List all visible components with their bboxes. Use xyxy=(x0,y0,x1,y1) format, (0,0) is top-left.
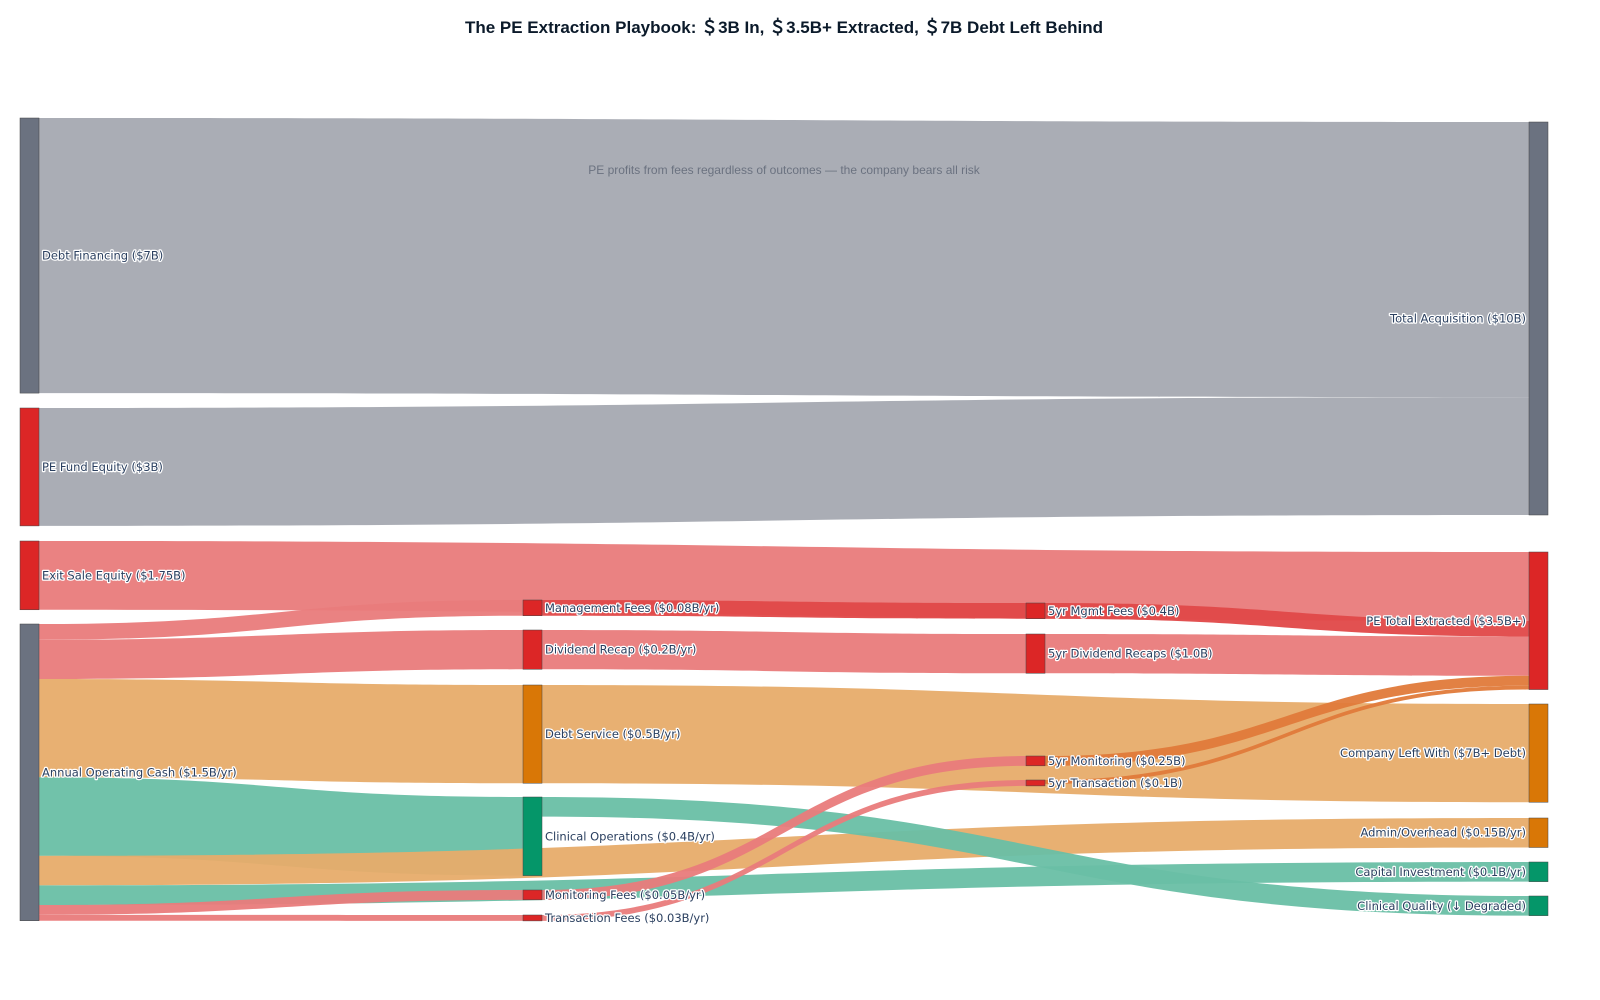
sankey-node[interactable] xyxy=(1528,861,1549,882)
node-label: PE Fund Equity ($3B) xyxy=(42,460,163,474)
sankey-link[interactable] xyxy=(39,679,523,784)
sankey-node[interactable] xyxy=(19,540,40,611)
node-label: Debt Service ($0.5B/yr) xyxy=(545,727,680,741)
sankey-link[interactable] xyxy=(39,890,523,915)
node-label: Annual Operating Cash ($1.5B/yr) xyxy=(42,765,237,779)
node-label: 5yr Monitoring ($0.25B) xyxy=(1048,754,1185,768)
sankey-link[interactable] xyxy=(39,118,1529,398)
sankey-link[interactable] xyxy=(1045,603,1529,637)
sankey-link[interactable] xyxy=(39,914,523,921)
sankey-link[interactable] xyxy=(39,777,523,876)
sankey-node[interactable] xyxy=(1528,817,1549,848)
annotation: PE profits from fees regardless of outco… xyxy=(588,163,980,177)
sankey-node[interactable] xyxy=(522,599,543,616)
node-label: Clinical Quality (↓ Degraded) xyxy=(1357,899,1526,913)
node-label: Exit Sale Equity ($1.75B) xyxy=(42,568,186,582)
node-label: Capital Investment ($0.1B/yr) xyxy=(1355,865,1526,879)
sankey-node[interactable] xyxy=(522,796,543,876)
sankey-node[interactable] xyxy=(522,684,543,784)
sankey-link[interactable] xyxy=(542,780,1026,921)
node-label: 5yr Mgmt Fees ($0.4B) xyxy=(1048,604,1179,618)
sankey-link[interactable] xyxy=(1045,675,1529,766)
sankey-node[interactable] xyxy=(1025,633,1046,674)
sankey-link[interactable] xyxy=(39,397,1529,526)
sankey-link[interactable] xyxy=(542,756,1026,900)
sankey-node[interactable] xyxy=(1528,895,1549,916)
sankey-link[interactable] xyxy=(542,685,1529,803)
sankey-node[interactable] xyxy=(1025,602,1046,619)
sankey-link[interactable] xyxy=(1045,685,1529,784)
sankey-node[interactable] xyxy=(1528,121,1549,516)
sankey-node[interactable] xyxy=(1025,755,1046,767)
sankey-node[interactable] xyxy=(1025,779,1046,787)
sankey-node[interactable] xyxy=(522,629,543,670)
node-label: Admin/Overhead ($0.15B/yr) xyxy=(1360,826,1526,840)
node-label: 5yr Dividend Recaps ($1.0B) xyxy=(1048,647,1213,661)
sankey-link[interactable] xyxy=(542,630,1026,674)
sankey-node[interactable] xyxy=(19,117,40,394)
node-label: Transaction Fees ($0.03B/yr) xyxy=(544,911,709,925)
node-label: Monitoring Fees ($0.05B/yr) xyxy=(545,888,705,902)
node-label: Dividend Recap ($0.2B/yr) xyxy=(545,643,696,657)
sankey-node[interactable] xyxy=(1528,703,1549,803)
sankey-link[interactable] xyxy=(39,541,1529,621)
sankey-node[interactable] xyxy=(522,889,543,901)
node-label: Management Fees ($0.08B/yr) xyxy=(545,601,719,615)
sankey-node[interactable] xyxy=(19,623,40,921)
node-label: PE Total Extracted ($3.5B+) xyxy=(1366,614,1526,628)
sankey-node[interactable] xyxy=(1528,551,1549,690)
chart-title: The PE Extraction Playbook: ＄3B In, ＄3.5… xyxy=(464,18,1104,37)
sankey-link[interactable] xyxy=(1045,634,1529,676)
node-label: Debt Financing ($7B) xyxy=(42,249,163,263)
node-label: Clinical Operations ($0.4B/yr) xyxy=(545,829,715,843)
sankey-node[interactable] xyxy=(522,914,543,922)
sankey-link[interactable] xyxy=(39,600,523,640)
node-label: Company Left With ($7B+ Debt) xyxy=(1340,746,1526,760)
node-label: Total Acquisition ($10B) xyxy=(1389,312,1526,326)
sankey-node[interactable] xyxy=(19,407,40,527)
sankey-link[interactable] xyxy=(542,600,1026,619)
node-label: 5yr Transaction ($0.1B) xyxy=(1048,776,1182,790)
sankey-link[interactable] xyxy=(39,630,523,680)
